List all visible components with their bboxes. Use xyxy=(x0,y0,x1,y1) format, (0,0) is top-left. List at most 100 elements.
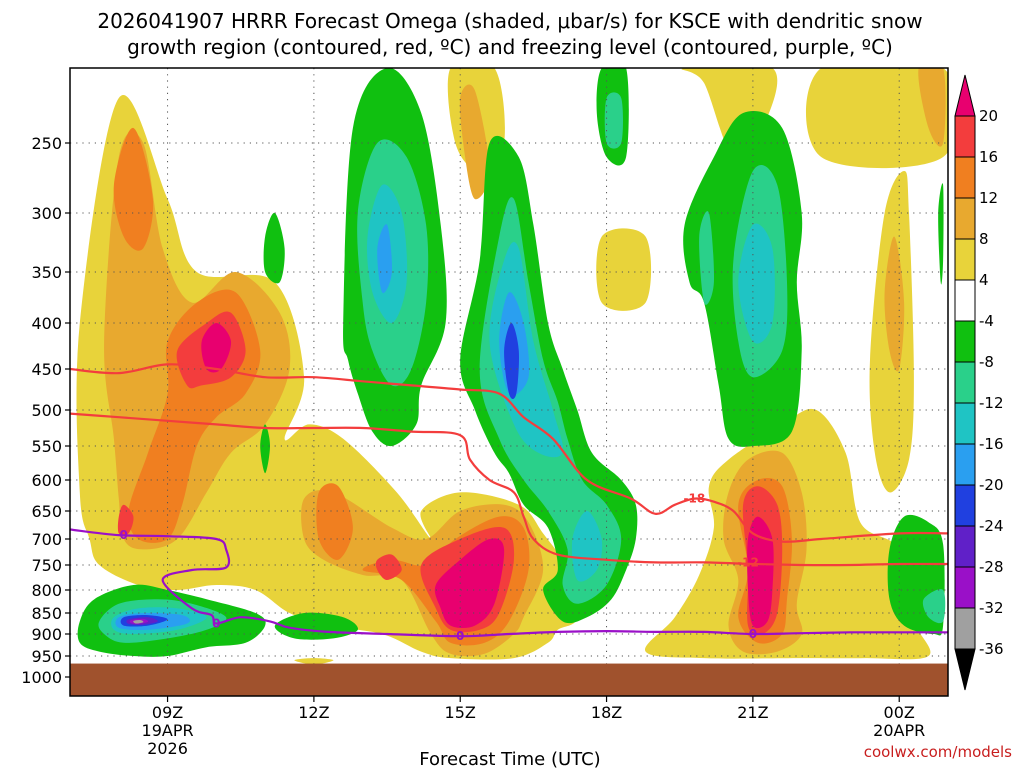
colorbar-swatch-0 xyxy=(954,74,976,117)
omega-region-ascent_max-24 xyxy=(201,323,232,373)
colorbar-label-9: -20 xyxy=(979,476,1004,494)
plot-frame xyxy=(69,67,949,697)
y-tick-label-250: 250 xyxy=(31,134,62,153)
y-tick-label-750: 750 xyxy=(31,556,62,575)
omega-region-ascent_hot-20 xyxy=(117,504,134,536)
omega-region-ascent_mod-3 xyxy=(806,68,948,169)
ground-layer xyxy=(70,663,948,696)
y-tick-label-850: 850 xyxy=(31,604,62,623)
colorbar-label-2: 12 xyxy=(979,189,998,207)
contour-label-1: -18 xyxy=(684,492,706,506)
y-tick-label-650: 650 xyxy=(31,502,62,521)
colorbar-swatch-5 xyxy=(954,279,976,322)
omega-region-descent_extreme-52 xyxy=(504,323,520,399)
y-tick-label-600: 600 xyxy=(31,471,62,490)
colorbar-label-1: 16 xyxy=(979,148,998,166)
y-tick-label-1000: 1000 xyxy=(21,668,62,687)
x-tick-date-09Z: 19APR xyxy=(142,721,194,740)
y-tick-label-700: 700 xyxy=(31,530,62,549)
omega-region-descent_mod-42 xyxy=(922,589,946,624)
colorbar-swatch-14 xyxy=(954,648,976,691)
colorbar-swatch-3 xyxy=(954,197,976,240)
watermark: coolwx.com/models xyxy=(864,743,1012,761)
colorbar-swatch-12 xyxy=(954,566,976,609)
colorbar-label-3: 8 xyxy=(979,230,989,248)
contour-label-2: 0 xyxy=(119,528,127,542)
colorbar-label-6: -8 xyxy=(979,353,994,371)
contour-line-0 xyxy=(70,363,948,543)
contour-lines: -12 -18 0 0 0 0 xyxy=(70,363,948,643)
colorbar-label-10: -24 xyxy=(979,517,1004,535)
y-tick-label-550: 550 xyxy=(31,437,62,456)
y-tick-label-350: 350 xyxy=(31,263,62,282)
omega-region-descent_weak-36 xyxy=(938,183,944,285)
omega-region-ascent_rich-14 xyxy=(113,127,154,251)
x-tick-date-00Z: 20APR xyxy=(873,721,925,740)
colorbar-swatch-4 xyxy=(954,238,976,281)
colorbar-label-12: -32 xyxy=(979,599,1004,617)
colorbar-label-8: -16 xyxy=(979,435,1004,453)
omega-region-descent_mod-41 xyxy=(604,92,623,149)
colorbar-swatch-6 xyxy=(954,320,976,363)
omega-shading xyxy=(76,68,948,665)
y-tick-label-900: 900 xyxy=(31,625,62,644)
colorbar-swatch-8 xyxy=(954,402,976,445)
omega-region-ascent_rich-16 xyxy=(316,483,353,561)
x-tick-label-21Z: 21Z xyxy=(737,703,768,722)
contour-marker-0: 0 xyxy=(212,617,220,631)
x-tick-label-12Z: 12Z xyxy=(298,703,329,722)
contour-line-1 xyxy=(70,412,948,567)
colorbar-label-7: -12 xyxy=(979,394,1004,412)
omega-region-ascent_strong-12 xyxy=(884,236,905,372)
colorbar-label-13: -36 xyxy=(979,640,1004,658)
omega-region-ascent_strong-10 xyxy=(459,84,490,200)
y-tick-label-500: 500 xyxy=(31,401,62,420)
y-tick-label-400: 400 xyxy=(31,314,62,333)
colorbar: 20 16 12 8 4 -4 -8 -12 -16 -20 -24 -28 -32 -36 xyxy=(954,74,1004,691)
omega-region-ascent_strong-11 xyxy=(918,68,946,147)
omega-region-ascent_max-25 xyxy=(434,538,505,629)
colorbar-label-4: 4 xyxy=(979,271,989,289)
omega-region-ascent_mod-4 xyxy=(596,228,652,311)
colorbar-swatch-13 xyxy=(954,607,976,650)
colorbar-label-11: -28 xyxy=(979,558,1004,576)
x-axis-label: Forecast Time (UTC) xyxy=(419,749,600,768)
chart-title-line-2: growth region (contoured, red, ºC) and f… xyxy=(127,35,893,59)
x-tick-label-00Z: 00Z xyxy=(884,703,915,722)
chart-title-line-1: 2026041907 HRRR Forecast Omega (shaded, … xyxy=(97,9,922,33)
x-tick-label-18Z: 18Z xyxy=(591,703,622,722)
omega-region-descent_peak-56 xyxy=(133,620,144,624)
y-tick-label-950: 950 xyxy=(31,647,62,666)
colorbar-swatch-1 xyxy=(954,115,976,158)
omega-region-descent_vstrong-50 xyxy=(377,224,393,294)
contour-marker-1: 0 xyxy=(456,629,464,643)
colorbar-swatch-11 xyxy=(954,525,976,568)
contour-label-0: -12 xyxy=(737,555,759,569)
y-tick-label-800: 800 xyxy=(31,581,62,600)
x-tick-label-09Z: 09Z xyxy=(152,703,183,722)
omega-region-descent_strong-47 xyxy=(738,223,775,344)
colorbar-swatch-9 xyxy=(954,443,976,486)
colorbar-label-0: 20 xyxy=(979,107,998,125)
colorbar-swatch-10 xyxy=(954,484,976,527)
ground-surface xyxy=(70,663,948,696)
y-tick-label-450: 450 xyxy=(31,360,62,379)
omega-region-ascent_mod-7 xyxy=(294,658,334,665)
colorbar-swatch-7 xyxy=(954,361,976,404)
colorbar-label-5: -4 xyxy=(979,312,994,330)
omega-region-descent_weak-31 xyxy=(263,212,285,284)
contour-marker-2: 0 xyxy=(749,627,757,641)
omega-region-descent_strong-46 xyxy=(571,511,603,582)
y-axis: 250 300 350 400 450 500 550 600 650 700 750 800 850 9… xyxy=(21,134,70,687)
omega-region-descent_weak-32 xyxy=(260,424,270,474)
omega-region-descent_mod-43 xyxy=(699,211,715,305)
x-tick-year-09Z: 2026 xyxy=(147,739,188,758)
omega-region-ascent_hot-22 xyxy=(375,554,402,580)
x-tick-label-15Z: 15Z xyxy=(445,703,476,722)
contour-line-2 xyxy=(70,528,948,638)
colorbar-swatch-2 xyxy=(954,156,976,199)
y-tick-label-300: 300 xyxy=(31,204,62,223)
omega-region-ascent_max-26 xyxy=(747,516,774,629)
